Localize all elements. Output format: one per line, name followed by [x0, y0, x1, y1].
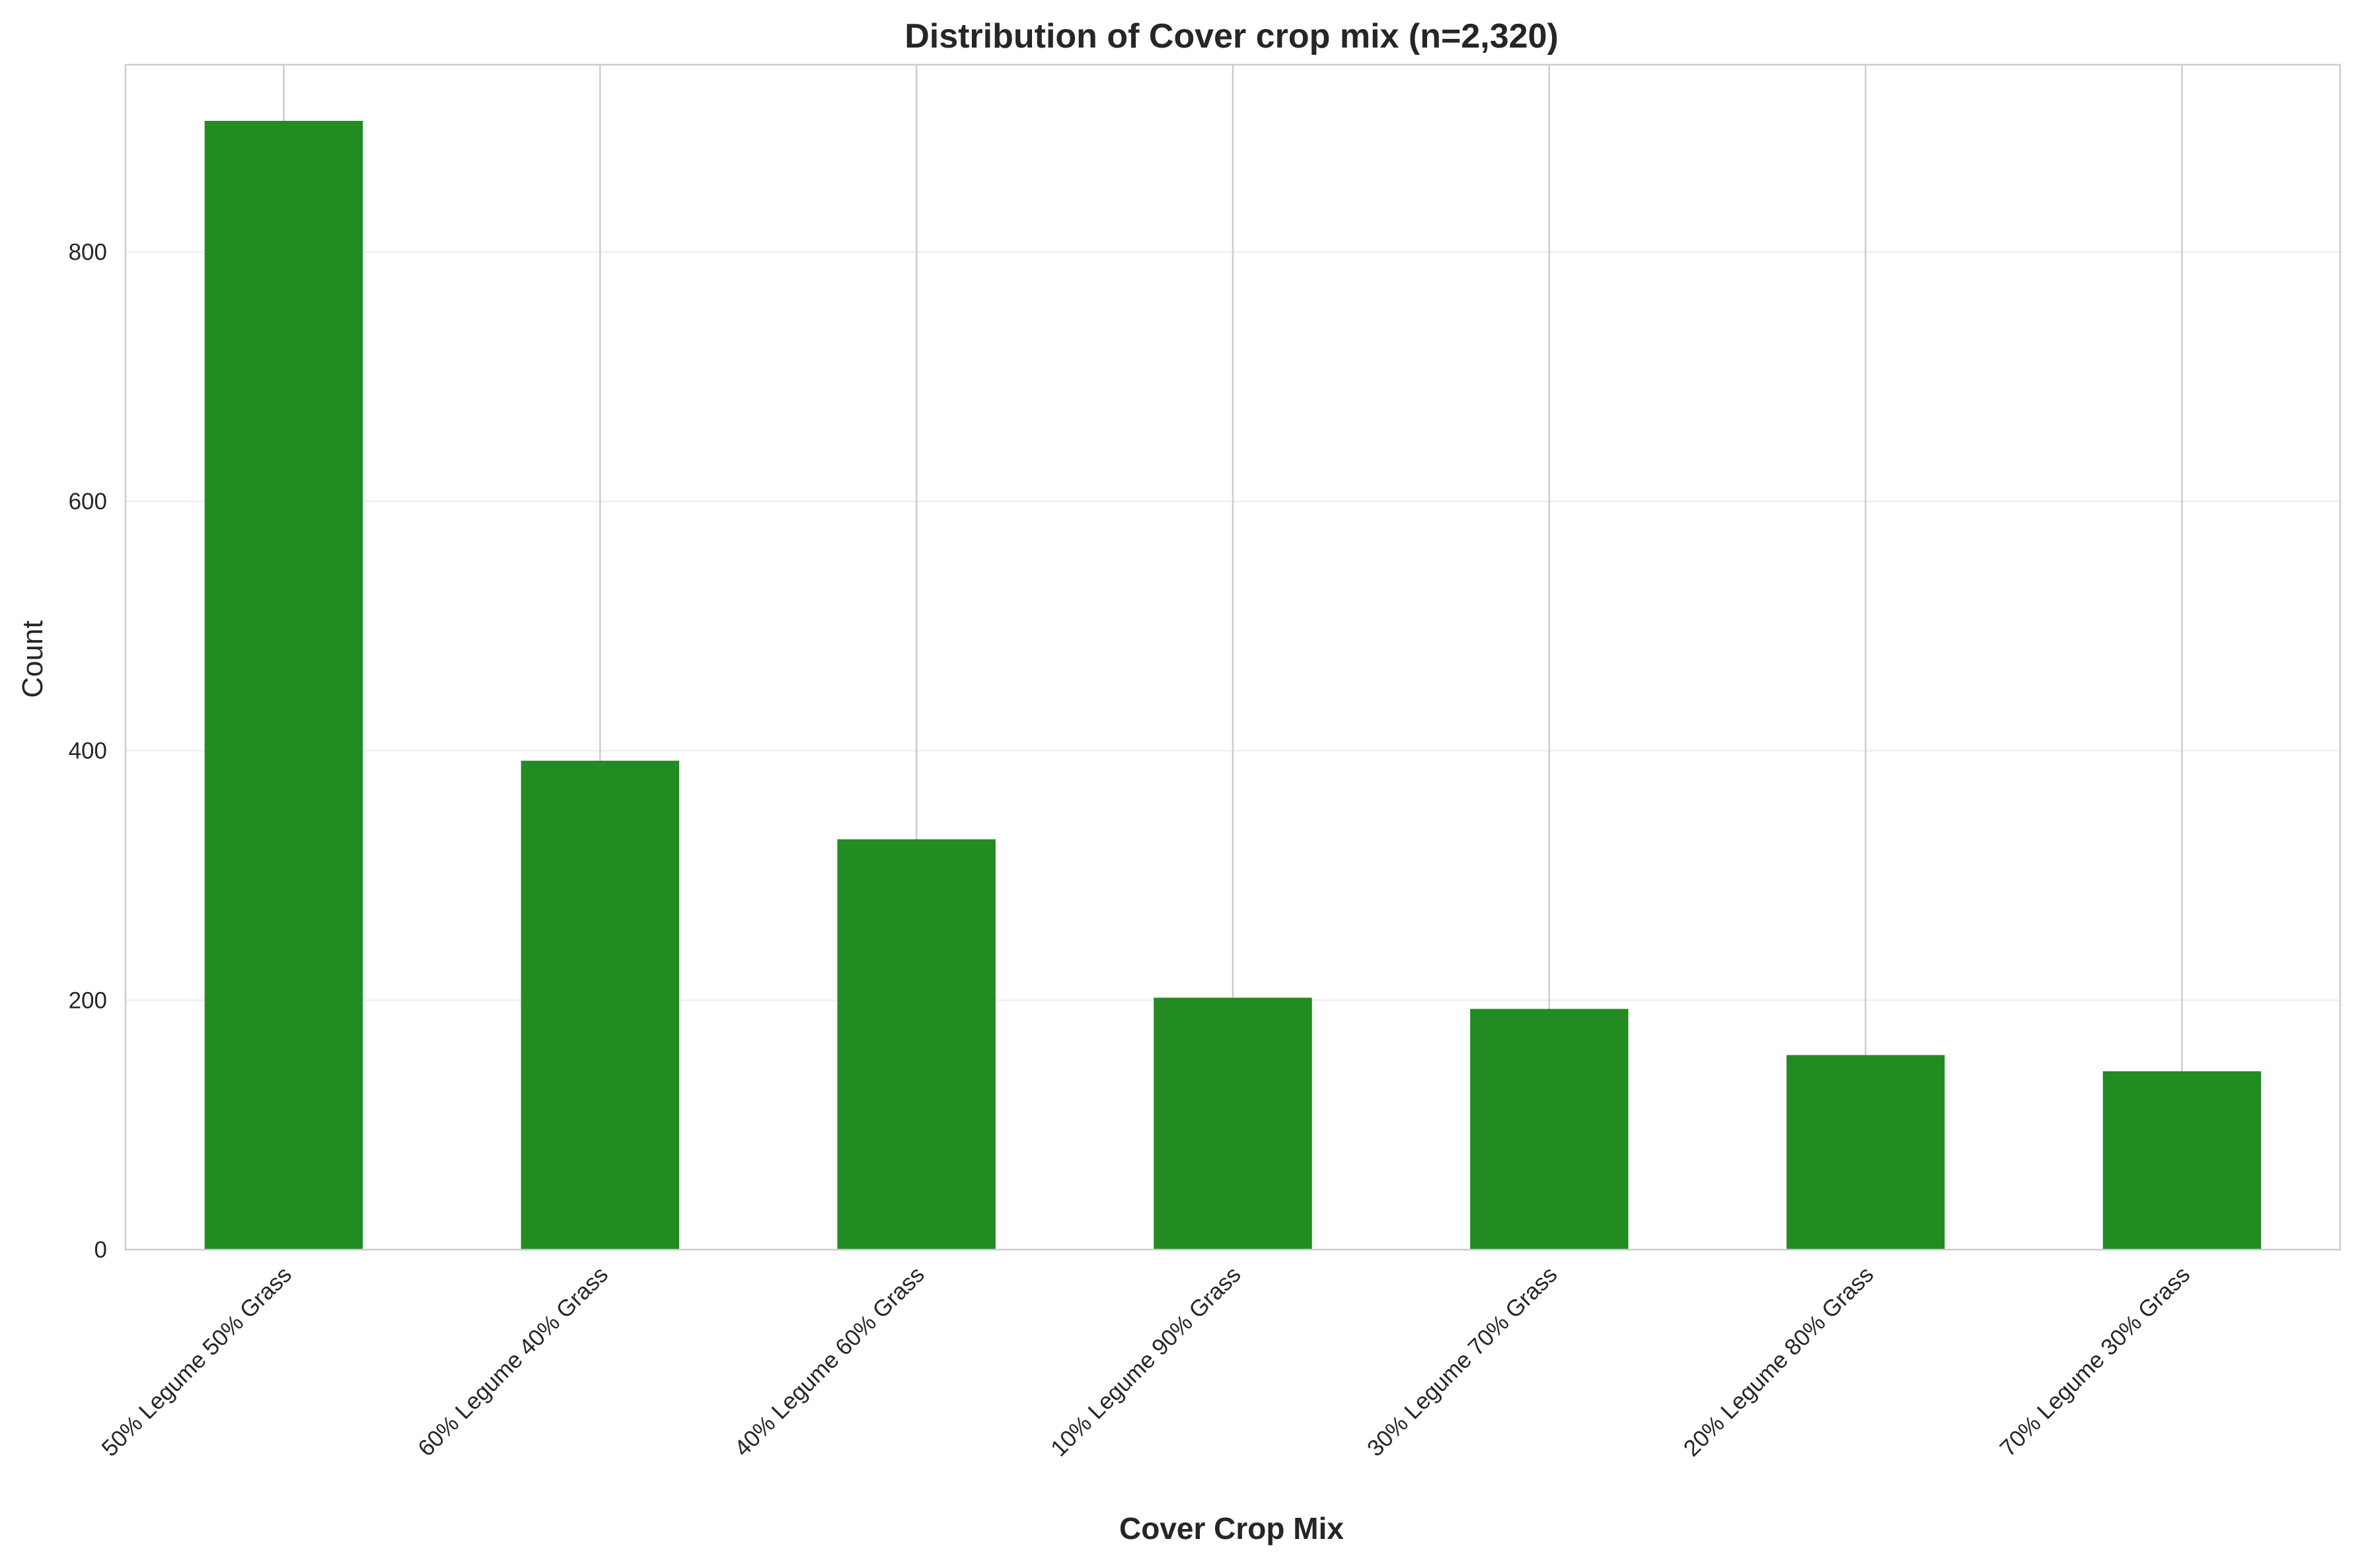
x-axis-label: Cover Crop Mix	[1119, 1511, 1344, 1546]
bar	[1787, 1055, 1945, 1250]
bar	[837, 839, 996, 1250]
bar	[521, 760, 679, 1250]
y-tick-labels: 0 200 400 600 800	[69, 239, 107, 1263]
y-tick-label: 600	[69, 489, 107, 515]
bar	[2102, 1071, 2262, 1250]
y-axis-label: Count	[17, 620, 49, 697]
bars	[204, 120, 2262, 1250]
grid-lines	[126, 65, 2340, 1250]
y-tick-label: 800	[69, 239, 107, 265]
y-tick-label: 0	[94, 1237, 107, 1263]
y-tick-label: 200	[69, 987, 107, 1013]
y-tick-label: 400	[69, 738, 107, 764]
bar	[1154, 997, 1312, 1250]
bar	[204, 120, 363, 1250]
plot-frame	[124, 63, 2341, 1251]
chart-title: Distribution of Cover crop mix (n=2,320)	[904, 17, 1559, 55]
bar	[1470, 1009, 1629, 1250]
